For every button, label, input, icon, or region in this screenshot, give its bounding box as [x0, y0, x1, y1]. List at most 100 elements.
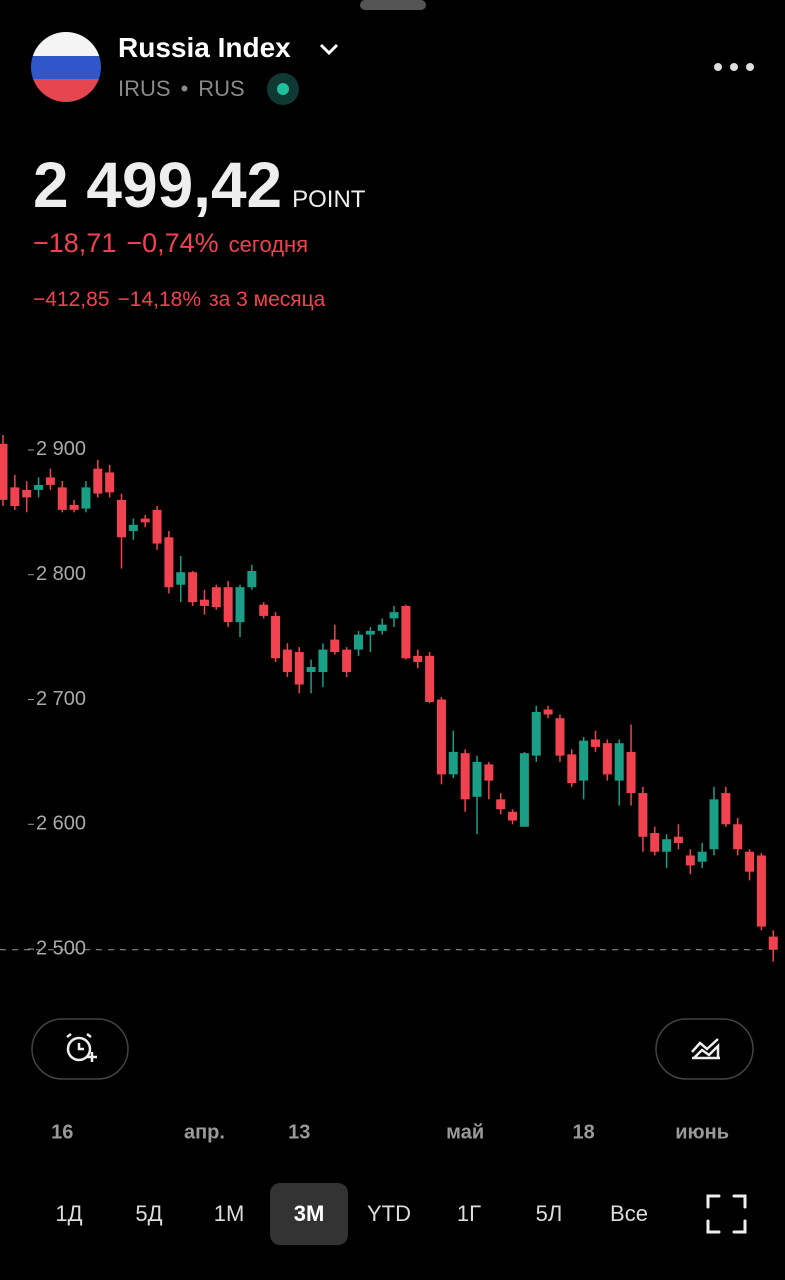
x-tick-label: май: [446, 1121, 484, 1143]
candle-body: [247, 570, 257, 588]
candle-body: [531, 711, 541, 756]
fullscreen-button[interactable]: [706, 1194, 747, 1234]
candle-body: [697, 851, 707, 862]
sheet-handle: [360, 0, 426, 10]
candle-body: [614, 743, 624, 781]
candle-body: [472, 761, 482, 797]
candle-body: [626, 751, 636, 794]
period-button[interactable]: 5Д: [135, 1201, 162, 1226]
candle-body: [591, 739, 600, 747]
price-row: 2 499,42 POINT: [33, 148, 365, 222]
candle-body: [57, 487, 67, 510]
y-tick-label: 2 700: [36, 688, 86, 710]
y-tick-label: 2 600: [36, 813, 86, 835]
instrument-name[interactable]: Russia Index: [118, 32, 291, 63]
candle-body: [662, 839, 672, 852]
candle-body: [650, 833, 660, 852]
period-selector: 1Д 5Д 1М 3М YTD 1Г 5Л Все: [55, 1201, 648, 1226]
candle-body: [354, 634, 363, 650]
candle-body: [294, 652, 304, 685]
candle-body: [81, 487, 91, 509]
x-tick-label: 13: [288, 1121, 310, 1143]
x-tick-label: апр.: [184, 1121, 225, 1143]
period-button[interactable]: Все: [610, 1201, 648, 1226]
indicator-button[interactable]: [655, 1018, 754, 1080]
candle-body: [271, 615, 281, 659]
y-tick-label: 2 500: [36, 937, 86, 959]
candle-body: [460, 753, 470, 800]
candle-body: [306, 667, 316, 673]
candle-body: [223, 587, 233, 623]
period-change-abs: −412,85: [33, 288, 110, 311]
alarm-button[interactable]: [31, 1018, 129, 1080]
candlestick-chart: 2 500 2 600 2 700 2 800 2 900 16 апр. 13 май 18 ию…: [0, 434, 778, 1143]
candle-body: [176, 572, 186, 585]
candle-body: [259, 604, 269, 616]
day-label: сегодня: [228, 232, 309, 257]
period-button[interactable]: YTD: [367, 1201, 411, 1226]
candle-body: [211, 587, 221, 608]
candle-body: [756, 855, 766, 927]
candle-body: [673, 836, 683, 843]
status-dot: [277, 83, 289, 95]
candle-body: [0, 443, 8, 500]
dropdown-chevron[interactable]: [319, 43, 339, 56]
candle-body: [496, 799, 506, 810]
period-label: за 3 месяца: [209, 288, 326, 311]
candle-body: [401, 605, 411, 659]
candle-body: [188, 572, 198, 603]
candle-body: [685, 855, 695, 866]
y-tick-label: 2 800: [36, 563, 86, 585]
active-period-bg: [270, 1183, 348, 1245]
candle-body: [199, 599, 209, 606]
candle-body: [709, 799, 719, 850]
candle-body: [555, 718, 565, 756]
candle-body: [22, 489, 32, 498]
x-tick-label: 16: [51, 1121, 73, 1143]
period-button[interactable]: 1Д: [55, 1201, 82, 1226]
period-button[interactable]: 5Л: [536, 1201, 563, 1226]
candle-body: [93, 468, 103, 494]
candle-body: [377, 624, 387, 631]
candle-body: [152, 509, 162, 544]
period-button[interactable]: 1Г: [457, 1201, 481, 1226]
candle-body: [413, 655, 423, 663]
y-tick-label: 2 900: [36, 438, 86, 460]
price: 2 499,42: [33, 149, 283, 221]
candle-body: [164, 537, 174, 588]
candle-body: [638, 793, 648, 837]
day-change-abs: −18,71: [33, 228, 117, 258]
period-change: −412,85 −14,18% за 3 месяца: [33, 288, 325, 312]
candle-body: [34, 484, 44, 490]
candle-body: [721, 793, 731, 825]
flag-icon: [31, 32, 101, 102]
candle-body: [436, 699, 446, 775]
price-unit: POINT: [292, 186, 366, 213]
candle-body: [235, 587, 245, 623]
ticker: IRUS: [118, 76, 171, 101]
candle-body: [140, 518, 150, 523]
period-button[interactable]: 3М: [294, 1201, 325, 1226]
x-tick-label: 18: [573, 1121, 595, 1143]
candle-body: [745, 851, 755, 872]
candle-body: [105, 472, 115, 493]
candle-body: [69, 504, 79, 510]
exchange: RUS: [198, 76, 245, 101]
candle-body: [579, 740, 589, 781]
candle-body: [508, 811, 518, 821]
candle-body: [519, 753, 529, 827]
instrument-subtitle: IRUS • RUS: [118, 76, 245, 102]
candle-body: [318, 649, 328, 673]
candle-body: [567, 754, 577, 784]
candle-body: [342, 649, 352, 673]
candle-body: [389, 612, 399, 619]
candle-body: [543, 709, 553, 715]
separator: •: [180, 76, 189, 101]
candle-body: [330, 639, 340, 653]
more-menu[interactable]: [714, 63, 754, 71]
candle-body: [768, 936, 778, 950]
period-button[interactable]: 1М: [214, 1201, 245, 1226]
